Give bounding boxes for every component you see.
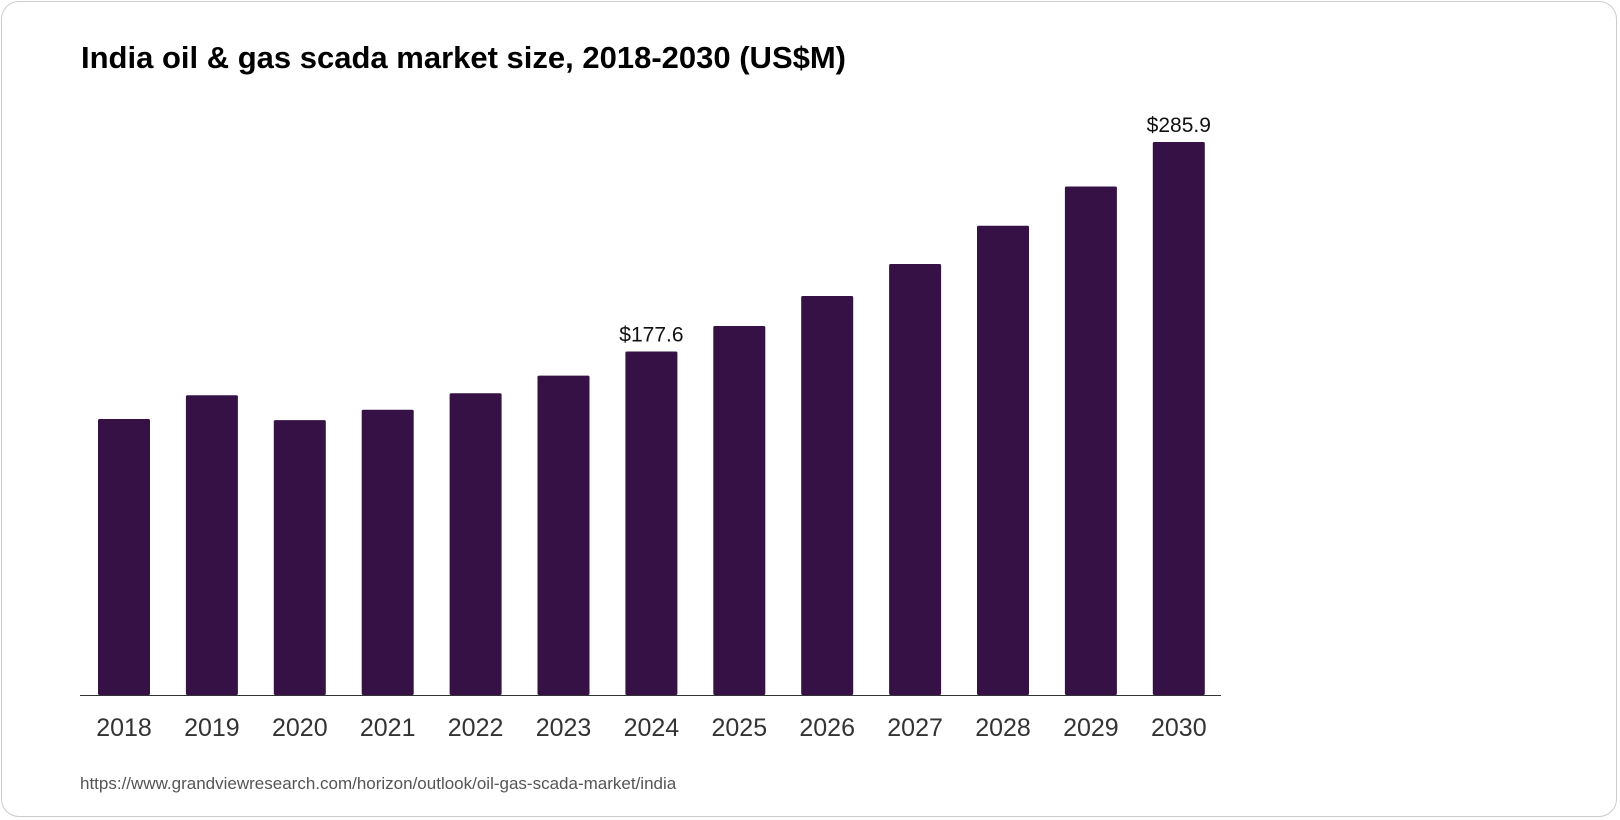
x-tick-label: 2019 [184,714,240,742]
x-tick-label: 2028 [975,714,1031,742]
x-tick-label: 2022 [448,714,504,742]
bar-2026 [801,295,854,695]
x-tick-label: 2027 [887,714,943,742]
x-tick-label: 2026 [799,714,855,742]
bar-2030 [1152,142,1205,695]
bar-2025 [713,325,766,695]
bar-2022 [449,393,502,695]
bar-2020 [273,420,326,695]
x-tick-label: 2029 [1063,714,1119,742]
data-label: $177.6 [619,323,683,346]
x-tick-label: 2020 [272,714,328,742]
x-tick-label: 2018 [96,714,152,742]
bar-2024 [625,351,678,695]
x-tick-label: 2030 [1151,714,1207,742]
bar-2019 [185,395,238,695]
bar-2027 [889,264,942,695]
x-tick-label: 2021 [360,714,416,742]
bar-2021 [361,409,414,695]
bar-2029 [1064,186,1117,695]
x-tick-label: 2024 [624,714,680,742]
source-link[interactable]: https://www.grandviewresearch.com/horizo… [80,774,677,793]
data-label: $285.9 [1147,114,1211,137]
x-tick-label: 2025 [711,714,767,742]
bar-2023 [537,375,590,695]
bar-2028 [977,225,1029,695]
chart-title: India oil & gas scada market size, 2018-… [81,40,847,75]
x-tick-label: 2023 [536,714,592,742]
bar-2018 [98,418,150,695]
